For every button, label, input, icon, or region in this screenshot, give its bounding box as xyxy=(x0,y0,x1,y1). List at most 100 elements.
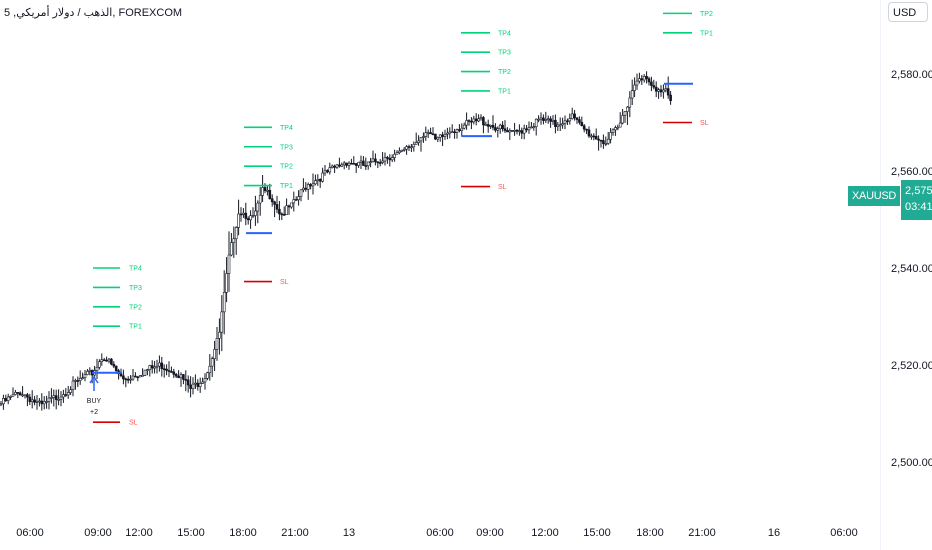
candle-body xyxy=(234,227,238,240)
candle-body xyxy=(11,394,15,397)
candle-body xyxy=(410,146,413,149)
candle-body xyxy=(258,195,262,204)
candle-body xyxy=(76,380,80,382)
candle-body xyxy=(609,132,612,140)
candle-body xyxy=(650,81,653,86)
candle-body xyxy=(328,167,332,173)
candle-body xyxy=(282,214,286,216)
candle-body xyxy=(33,399,36,403)
candle-body xyxy=(362,160,365,166)
candle-body xyxy=(316,179,320,181)
candle-body xyxy=(357,161,360,166)
candle-body xyxy=(182,374,185,380)
candle-body xyxy=(527,127,531,131)
y-tick-label: 2,520.00 xyxy=(891,360,932,372)
x-tick-label: 06:00 xyxy=(426,527,454,539)
candle-body xyxy=(256,202,260,212)
candle-body xyxy=(191,383,195,389)
tp-label: TP1 xyxy=(700,30,713,37)
candle-body xyxy=(388,157,392,161)
candle-body xyxy=(208,365,212,374)
x-tick-label: 09:00 xyxy=(476,527,504,539)
candle-body xyxy=(287,205,291,208)
candle-body xyxy=(335,164,339,168)
candle-body xyxy=(657,89,660,92)
candle-body xyxy=(592,135,596,138)
candle-body xyxy=(515,129,519,132)
candle-body xyxy=(590,135,593,138)
candle-body xyxy=(105,359,108,362)
candle-body xyxy=(261,187,264,196)
candle-body xyxy=(580,122,584,127)
candle-body xyxy=(642,76,646,81)
candle-body xyxy=(556,124,560,127)
candle-body xyxy=(513,129,516,132)
candle-body xyxy=(14,392,17,395)
tp-label: TP3 xyxy=(498,50,511,57)
buy-arrowhead-icon xyxy=(89,375,99,384)
candle-body xyxy=(340,164,344,167)
candle-body xyxy=(472,118,476,123)
candle-body xyxy=(417,140,420,143)
candle-body xyxy=(582,125,586,130)
candle-body xyxy=(170,371,173,373)
candle-body xyxy=(402,148,406,151)
candle-body xyxy=(314,180,317,185)
candle-body xyxy=(491,125,495,128)
candle-body xyxy=(604,143,608,145)
candle-body xyxy=(390,157,394,161)
tp-label: TP1 xyxy=(280,183,293,190)
candle-body xyxy=(522,128,526,134)
candle-body xyxy=(4,398,8,401)
x-tick-label: 18:00 xyxy=(636,527,664,539)
candle-body xyxy=(458,129,461,131)
candle-body xyxy=(131,375,135,380)
tp-label: TP2 xyxy=(498,69,511,76)
candle-body xyxy=(244,212,248,219)
x-tick-label: 18:00 xyxy=(229,527,257,539)
candle-body xyxy=(489,125,492,127)
y-tick-label: 2,560.00 xyxy=(891,166,932,178)
candle-body xyxy=(482,117,485,126)
candle-body xyxy=(203,378,207,383)
candle-body xyxy=(266,189,269,192)
candle-body xyxy=(455,129,459,133)
candle-body xyxy=(330,165,334,168)
x-tick-label: 06:00 xyxy=(830,527,858,539)
candle-body xyxy=(220,311,224,333)
price-axis[interactable]: 2,620.002,600.002,580.002,560.002,540.00… xyxy=(891,0,932,550)
candle-body xyxy=(237,213,240,228)
candle-body xyxy=(0,403,3,406)
tp-label: TP2 xyxy=(700,11,713,18)
candle-body xyxy=(573,113,576,119)
candle-body xyxy=(83,374,87,379)
candle-body xyxy=(338,164,341,167)
candle-body xyxy=(299,189,303,197)
candle-body xyxy=(201,381,204,384)
candle-body xyxy=(124,378,128,381)
candle-body xyxy=(383,157,387,162)
candle-body xyxy=(525,128,528,131)
time-axis[interactable]: 06:00 09:00 12:00 15:00 18:00 21:00 13 06:00 09:… xyxy=(16,527,858,539)
sl-label: SL xyxy=(700,120,709,127)
candle-body xyxy=(426,132,430,134)
candle-body xyxy=(606,138,610,144)
candle-body xyxy=(359,160,363,163)
candle-body xyxy=(424,132,428,137)
currency-button[interactable]: USD xyxy=(888,2,928,22)
candle-body xyxy=(594,135,598,140)
candle-body xyxy=(292,199,296,204)
sl-label: SL xyxy=(280,279,289,286)
candle-body xyxy=(254,210,257,216)
candle-body xyxy=(405,146,408,150)
candle-body xyxy=(263,187,267,192)
last-price-badge: XAUUSD 2,575.07 03:41 xyxy=(848,180,932,220)
candle-body xyxy=(42,401,46,405)
trade-setups: TP1 TP2 TP3 TP4 SL TP1 TP2 TP3 TP4 SL TP1 TP2 TP3 TP4… xyxy=(92,11,713,427)
candle-body xyxy=(467,120,471,122)
candle-body xyxy=(460,127,464,131)
candle-body xyxy=(21,394,24,397)
candle-body xyxy=(74,380,77,382)
symbol-title[interactable]: الذهب / دولار أمريكي, 5, FOREXCOM xyxy=(4,7,183,19)
